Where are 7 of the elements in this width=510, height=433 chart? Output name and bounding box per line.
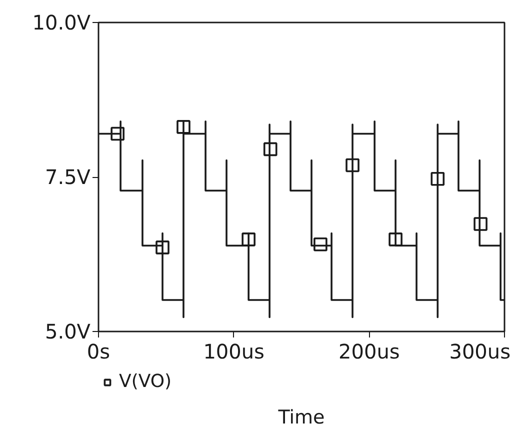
x-tick-label: 200us	[338, 340, 400, 364]
x-tick-label: 300us	[449, 340, 510, 364]
y-tick-label: 10.0V	[32, 10, 91, 34]
legend-label: V(VO)	[119, 371, 172, 392]
y-tick-label: 7.5V	[45, 165, 91, 189]
x-tick-label: 100us	[203, 340, 264, 364]
x-axis-title: Time	[277, 406, 325, 429]
